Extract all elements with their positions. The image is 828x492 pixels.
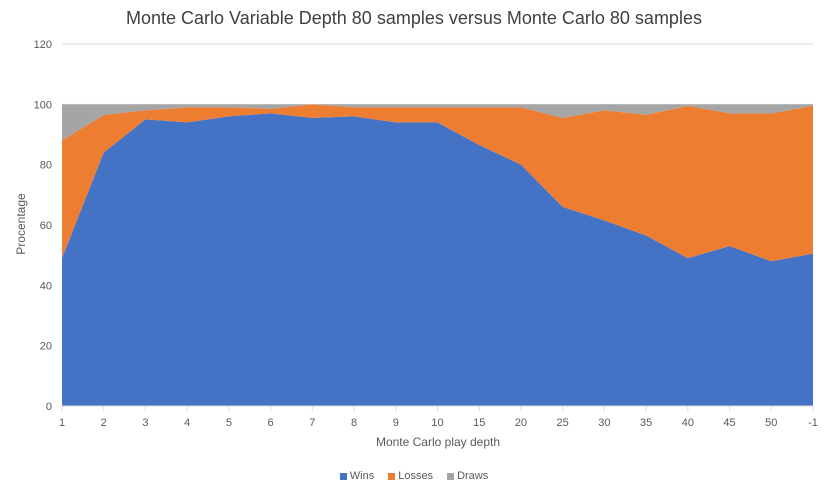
x-axis-label: Monte Carlo play depth xyxy=(376,435,500,449)
legend-swatch xyxy=(447,472,455,480)
x-tick-label: 50 xyxy=(765,417,777,429)
x-tick-label: 3 xyxy=(142,417,148,429)
legend-label: Wins xyxy=(349,470,375,482)
y-tick-label: 100 xyxy=(34,99,52,111)
x-tick-label: 10 xyxy=(431,417,443,429)
x-tick-label: 7 xyxy=(309,417,315,429)
x-tick-label: 5 xyxy=(226,417,232,429)
x-tick-label: 4 xyxy=(184,417,190,429)
y-axis-ticks: 0 20 40 60 80 100 120 xyxy=(34,39,52,413)
x-tick-label: 45 xyxy=(723,417,735,429)
legend-item-wins: Wins xyxy=(339,470,375,482)
area-wins xyxy=(62,113,813,406)
x-tick-label: 15 xyxy=(473,417,485,429)
x-tick-label: 40 xyxy=(682,417,694,429)
legend-item-losses: Losses xyxy=(388,470,433,482)
y-tick-label: 120 xyxy=(34,39,52,51)
x-tick-label: -1 xyxy=(808,417,818,429)
x-tick-label: 9 xyxy=(393,417,399,429)
x-tick-label: 30 xyxy=(598,417,610,429)
x-tick-label: 20 xyxy=(515,417,527,429)
legend: Wins Losses Draws xyxy=(0,470,828,482)
x-tick-label: 6 xyxy=(268,417,274,429)
y-tick-label: 20 xyxy=(40,341,52,353)
x-tick-label: 1 xyxy=(59,417,65,429)
x-tick-label: 2 xyxy=(101,417,107,429)
y-axis-label: Procentage xyxy=(14,193,28,255)
x-tick-label: 8 xyxy=(351,417,357,429)
y-tick-label: 0 xyxy=(46,401,52,413)
y-tick-label: 60 xyxy=(40,220,52,232)
legend-swatch xyxy=(339,472,347,480)
area-series xyxy=(62,104,813,406)
legend-item-draws: Draws xyxy=(447,470,488,482)
chart-title: Monte Carlo Variable Depth 80 samples ve… xyxy=(126,8,702,28)
y-tick-label: 40 xyxy=(40,280,52,292)
legend-swatch xyxy=(388,472,396,480)
area-losses xyxy=(62,104,813,262)
y-tick-label: 80 xyxy=(40,160,52,172)
legend-label: Draws xyxy=(457,470,489,482)
x-axis-ticks: 1 2 3 4 5 6 7 8 9 10 15 20 25 30 35 40 45 50 -1 xyxy=(59,406,818,429)
x-tick-label: 25 xyxy=(557,417,569,429)
x-tick-label: 35 xyxy=(640,417,652,429)
legend-label: Losses xyxy=(398,470,434,482)
area-draws xyxy=(62,104,813,141)
